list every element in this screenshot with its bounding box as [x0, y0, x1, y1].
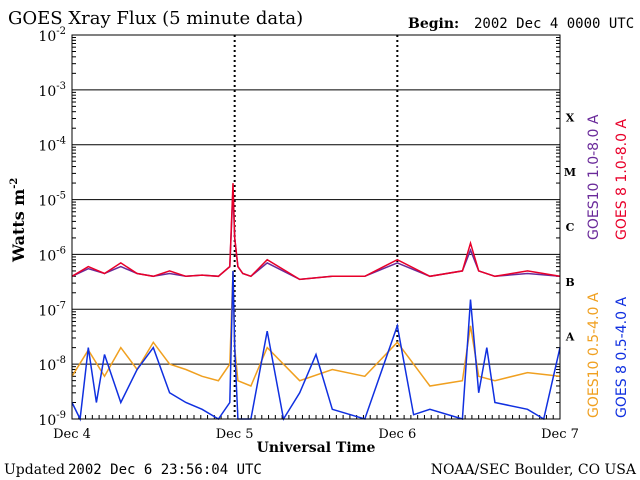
flare-class-X: X	[566, 111, 575, 124]
y-tick-label: 10-7	[38, 300, 66, 319]
grid	[72, 35, 560, 419]
legend-entry: GOES 8 1.0-8.0 A	[614, 119, 630, 240]
flare-class-B: B	[565, 276, 574, 289]
x-tick-labels: Dec 4 Dec 5 Dec 6 Dec 7	[53, 427, 579, 442]
flare-class-M: M	[564, 166, 576, 179]
series-line-1	[71, 183, 561, 281]
y-tick-labels: 10-2 10-3 10-4 10-5 10-6 10-7 10-8 10-9	[38, 26, 66, 429]
series-line-3	[71, 270, 561, 422]
y-tick-label: 10-5	[38, 191, 66, 210]
series-line-2	[71, 270, 561, 387]
legend-entry: GOES10 1.0-8.0 A	[586, 114, 602, 240]
series-layer	[71, 183, 561, 422]
begin-label: Begin:	[408, 16, 459, 32]
y-tick-label: 10-2	[38, 26, 66, 45]
updated-value: 2002 Dec 6 23:56:04 UTC	[68, 462, 262, 478]
updated-label: Updated	[4, 462, 65, 478]
plot-frame	[71, 34, 561, 420]
y-tick-label: 10-3	[38, 81, 66, 100]
x-tick-label: Dec 7	[541, 427, 579, 442]
x-tick-label: Dec 6	[378, 427, 416, 442]
legend-entry: GOES10 0.5-4.0 A	[586, 292, 602, 418]
y-axis-label: Watts m-2	[9, 178, 28, 263]
series-line-0	[71, 189, 561, 281]
x-axis-label: Universal Time	[257, 440, 376, 456]
x-tick-label: Dec 4	[53, 427, 91, 442]
legend-entry: GOES 8 0.5-4.0 A	[614, 297, 630, 418]
y-tick-label: 10-8	[38, 355, 66, 374]
chart-title: GOES Xray Flux (5 minute data)	[8, 8, 303, 29]
begin-value: 2002 Dec 4 0000 UTC	[474, 16, 634, 32]
legend: GOES10 1.0-8.0 A GOES 8 1.0-8.0 A GOES10 0…	[586, 114, 630, 418]
y-tick-label: 10-6	[38, 245, 66, 264]
flare-class-A: A	[565, 331, 575, 344]
y-tick-label: 10-9	[38, 410, 66, 429]
flare-class-labels: X M C B A	[564, 111, 576, 343]
y-tick-label: 10-4	[38, 136, 66, 155]
flare-class-C: C	[566, 221, 575, 234]
footer-credit: NOAA/SEC Boulder, CO USA	[431, 462, 637, 478]
x-tick-label: Dec 5	[216, 427, 254, 442]
